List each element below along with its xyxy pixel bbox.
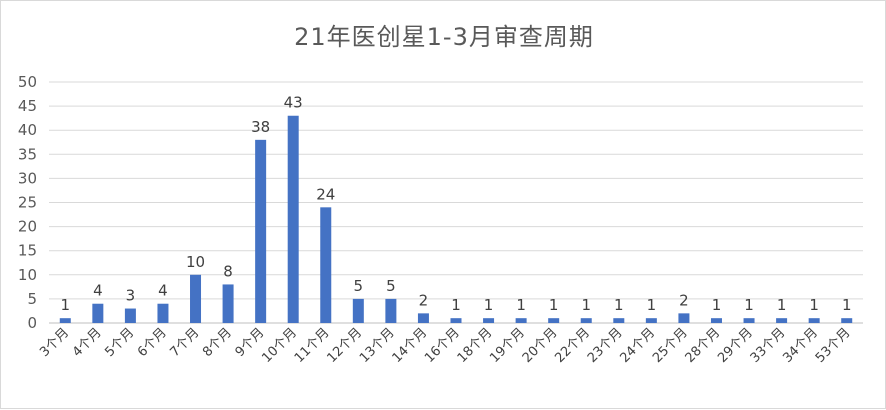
- x-tick-label: 5个月: [102, 325, 137, 360]
- data-label: 10: [186, 253, 205, 271]
- bar: [483, 318, 494, 323]
- bar: [223, 284, 234, 323]
- y-tick-label: 50: [18, 73, 37, 91]
- x-tick-label: 28个月: [683, 325, 724, 366]
- data-label: 1: [777, 296, 787, 314]
- bar: [157, 304, 168, 323]
- data-label: 3: [126, 287, 136, 305]
- x-tick-label: 33个月: [748, 325, 789, 366]
- x-tick-label: 24个月: [617, 325, 658, 366]
- x-tick-label: 16个月: [422, 325, 463, 366]
- y-tick-label: 0: [27, 314, 37, 332]
- x-tick-label: 20个月: [520, 325, 561, 366]
- bar: [548, 318, 559, 323]
- data-label: 1: [647, 296, 657, 314]
- bar: [581, 318, 592, 323]
- bar: [809, 318, 820, 323]
- data-label: 1: [712, 296, 722, 314]
- bar: [613, 318, 624, 323]
- data-label: 1: [614, 296, 624, 314]
- data-label: 1: [484, 296, 494, 314]
- x-tick-label: 8个月: [200, 325, 235, 360]
- x-tick-label: 6个月: [135, 325, 170, 360]
- data-label: 1: [516, 296, 526, 314]
- data-label: 1: [549, 296, 559, 314]
- bar: [92, 304, 103, 323]
- data-label: 1: [809, 296, 819, 314]
- data-label: 5: [354, 277, 364, 295]
- bar: [190, 275, 201, 323]
- bar: [744, 318, 755, 323]
- x-tick-label: 12个月: [324, 325, 365, 366]
- data-label: 24: [316, 185, 335, 203]
- x-tick-label: 14个月: [390, 325, 431, 366]
- x-tick-label: 19个月: [487, 325, 528, 366]
- x-tick-label: 3个月: [37, 325, 72, 360]
- bar: [516, 318, 527, 323]
- x-tick-label: 10个月: [259, 325, 300, 366]
- y-tick-label: 10: [18, 266, 37, 284]
- data-labels: 14341083843245521111111211111: [61, 94, 852, 314]
- bar: [646, 318, 657, 323]
- x-tick-label: 34个月: [780, 325, 821, 366]
- bar: [255, 140, 266, 323]
- x-tick-label: 53个月: [813, 325, 854, 366]
- y-tick-label: 20: [18, 218, 37, 236]
- data-label: 5: [386, 277, 396, 295]
- data-label: 43: [284, 94, 303, 112]
- x-tick-label: 22个月: [552, 325, 593, 366]
- x-tick-label: 18个月: [455, 325, 496, 366]
- x-tick-label: 25个月: [650, 325, 691, 366]
- bar: [320, 207, 331, 323]
- bar: [418, 313, 429, 323]
- y-tick-label: 35: [18, 145, 37, 163]
- data-label: 2: [419, 291, 429, 309]
- bar: [385, 299, 396, 323]
- data-label: 4: [158, 282, 168, 300]
- x-axis: 3个月4个月5个月6个月7个月8个月9个月10个月11个月12个月13个月14个…: [37, 325, 853, 366]
- bar: [678, 313, 689, 323]
- y-tick-label: 15: [18, 242, 37, 260]
- x-tick-label: 23个月: [585, 325, 626, 366]
- data-label: 2: [679, 291, 689, 309]
- bar: [288, 116, 299, 323]
- bars: [60, 116, 852, 323]
- x-tick-label: 4个月: [70, 325, 105, 360]
- x-tick-label: 7个月: [168, 325, 203, 360]
- data-label: 4: [93, 282, 103, 300]
- bar: [776, 318, 787, 323]
- y-axis: 0 5 10 15 20 25 30 35 40 45 50: [18, 73, 37, 332]
- y-tick-label: 5: [27, 290, 37, 308]
- bar: [125, 309, 136, 323]
- bar: [451, 318, 462, 323]
- x-tick-label: 29个月: [715, 325, 756, 366]
- gridlines: [49, 82, 863, 323]
- data-label: 38: [251, 118, 270, 136]
- y-tick-label: 30: [18, 169, 37, 187]
- y-tick-label: 25: [18, 194, 37, 212]
- bar: [60, 318, 71, 323]
- data-label: 1: [581, 296, 591, 314]
- data-label: 8: [223, 262, 233, 280]
- data-label: 1: [744, 296, 754, 314]
- data-label: 1: [451, 296, 461, 314]
- y-tick-label: 45: [18, 97, 37, 115]
- data-label: 1: [61, 296, 71, 314]
- y-tick-label: 40: [18, 121, 37, 139]
- bar: [353, 299, 364, 323]
- bar: [841, 318, 852, 323]
- x-tick-label: 13个月: [357, 325, 398, 366]
- bar: [711, 318, 722, 323]
- x-tick-label: 11个月: [292, 325, 333, 366]
- data-label: 1: [842, 296, 852, 314]
